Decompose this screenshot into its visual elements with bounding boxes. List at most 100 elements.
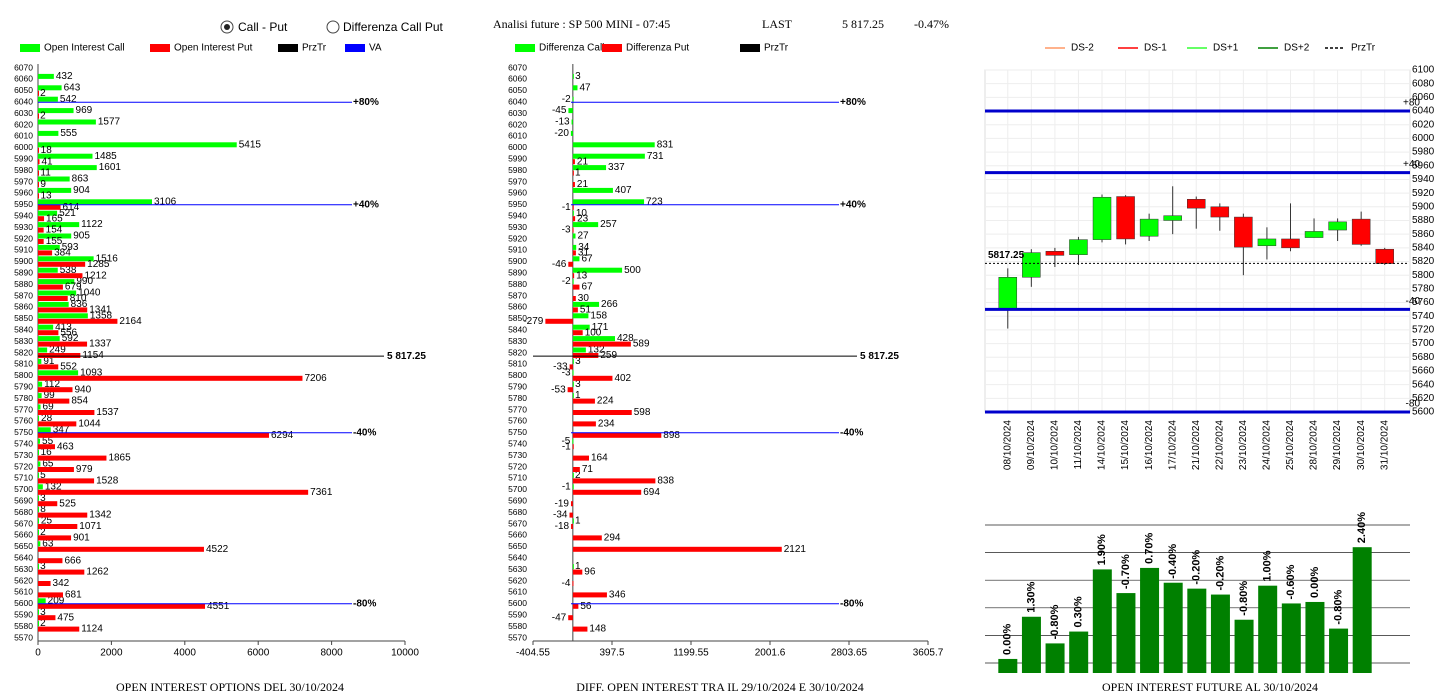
bar (38, 193, 39, 199)
radio-call-put[interactable]: Call - Put (220, 20, 288, 34)
value-label: 555 (60, 128, 77, 139)
value-label: 1358 (90, 310, 113, 321)
x-tick-label: 31/10/2024 (1379, 420, 1390, 470)
y-tick-label: 5650 (508, 541, 527, 551)
bar (38, 381, 43, 387)
bar (38, 592, 63, 598)
chart-title: OPEN INTEREST FUTURE AL 30/10/2024 (1102, 680, 1318, 694)
value-label: 589 (633, 339, 650, 350)
bar (1210, 594, 1230, 673)
y-tick-label: 5610 (508, 587, 527, 597)
value-label: 940 (74, 384, 91, 395)
bar (572, 581, 574, 586)
y-tick-label: 6010 (14, 131, 33, 141)
bar (572, 432, 662, 438)
value-label: 1093 (80, 367, 103, 378)
value-label: 171 (592, 322, 609, 333)
legend-label: Differenza Call (539, 43, 604, 54)
bar (572, 170, 574, 176)
value-label: 3 (40, 561, 46, 572)
radio[interactable] (326, 20, 340, 34)
bar (572, 467, 580, 472)
y-tick-label: 6050 (14, 85, 33, 95)
y-tick-label: 5700 (14, 484, 33, 494)
value-label: -2 (562, 276, 571, 287)
y-tick-label: 5940 (1412, 174, 1435, 185)
value-label: 2 (40, 111, 46, 122)
bar (572, 336, 616, 342)
y-tick-label: 5950 (14, 199, 33, 209)
bar (38, 621, 39, 627)
value-label: 47 (579, 82, 591, 93)
y-tick-label: 5660 (14, 530, 33, 540)
value-label: 13 (40, 191, 52, 202)
bar (38, 375, 303, 381)
value-label: 1071 (79, 521, 102, 532)
y-tick-label: 5730 (508, 450, 527, 460)
legend-label: PrzTr (302, 43, 327, 54)
value-label: 731 (647, 151, 664, 162)
bar (38, 341, 88, 347)
header-title: Analisi future : SP 500 MINI - 07:45 (493, 17, 670, 31)
bar (38, 626, 80, 632)
value-label: 13 (576, 270, 588, 281)
value-label: 31 (578, 248, 590, 259)
y-tick-label: 5630 (508, 564, 527, 574)
legend-label: VA (369, 43, 382, 54)
bar (1329, 628, 1349, 673)
bar (572, 535, 602, 541)
bar (570, 501, 573, 507)
level-label: -40 (1406, 296, 1421, 307)
legend-label: DS-2 (1071, 43, 1094, 54)
bar (572, 142, 655, 148)
value-label: 1516 (96, 253, 119, 264)
radio-label[interactable]: Differenza Call Put (343, 20, 443, 34)
bar (38, 507, 39, 513)
value-label: 614 (63, 202, 80, 213)
y-tick-label: 6030 (508, 108, 527, 118)
y-tick-label: 5830 (508, 336, 527, 346)
x-tick-label: 08/10/2024 (1002, 420, 1013, 470)
value-label: 838 (657, 476, 674, 487)
value-label: 598 (634, 407, 651, 418)
candle-body (998, 277, 1018, 310)
y-tick-label: 5710 (508, 473, 527, 483)
value-label: 55 (42, 436, 54, 447)
y-tick-label: 6100 (1412, 65, 1435, 76)
value-label: 30 (578, 293, 590, 304)
x-tick-label: 28/10/2024 (1309, 420, 1320, 470)
bar (572, 222, 599, 228)
x-tick-label: 17/10/2024 (1167, 420, 1178, 470)
y-tick-label: 5940 (14, 210, 33, 220)
radio-diff[interactable]: Differenza Call Put (326, 20, 443, 34)
value-label: 1342 (89, 510, 112, 521)
legend-swatch (20, 44, 40, 52)
y-tick-label: 5800 (508, 370, 527, 380)
x-tick-label: 30/10/2024 (1356, 420, 1367, 470)
bar (38, 176, 70, 182)
bar (38, 153, 93, 159)
y-tick-label: 5720 (14, 461, 33, 471)
y-tick-label: 5640 (1412, 379, 1435, 390)
y-tick-label: 5730 (14, 450, 33, 460)
y-tick-label: 5840 (1412, 242, 1435, 253)
bar (568, 615, 573, 621)
value-label: 681 (65, 590, 82, 601)
radio-selected[interactable] (224, 24, 230, 30)
bar (38, 484, 43, 490)
value-label: 0.30% (1073, 596, 1085, 627)
plot-area (984, 69, 1411, 413)
bar (572, 592, 607, 598)
value-label: 1577 (98, 117, 121, 128)
value-label: 1.30% (1025, 581, 1037, 612)
przTr-label: 5 817.25 (860, 351, 899, 362)
radio-label[interactable]: Call - Put (238, 20, 288, 34)
x-tick-label: 10/10/2024 (1050, 420, 1061, 470)
value-label: 164 (591, 453, 608, 464)
bar (38, 159, 40, 165)
bar (38, 307, 88, 313)
candle-body (1234, 216, 1253, 248)
y-tick-label: 6000 (508, 142, 527, 152)
value-label: 990 (76, 276, 93, 287)
value-label: 694 (643, 487, 660, 498)
